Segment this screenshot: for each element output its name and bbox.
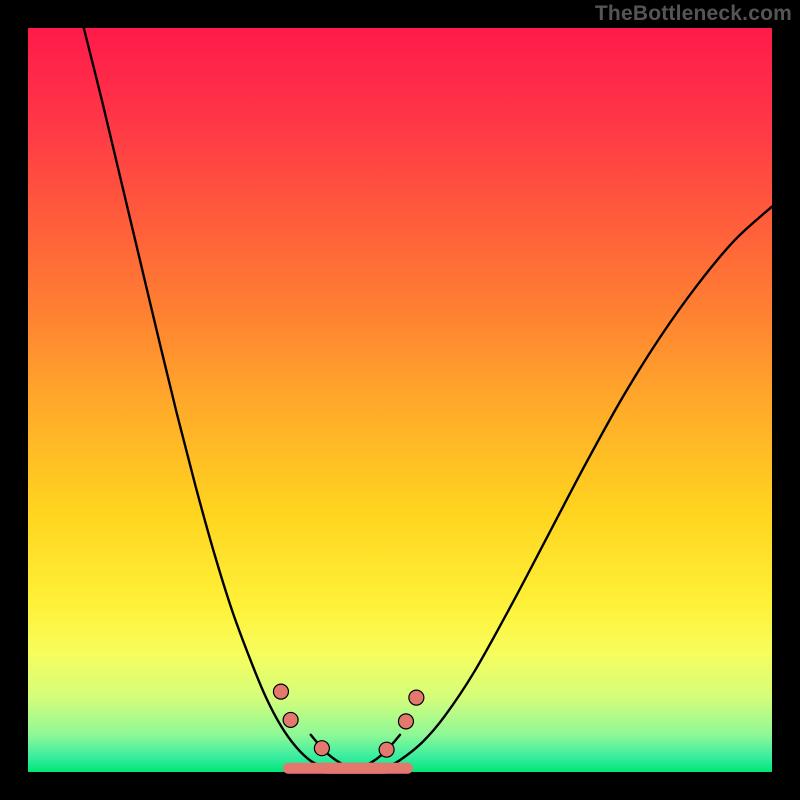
chart-root: TheBottleneck.com bbox=[0, 0, 800, 800]
marker-dot bbox=[409, 690, 424, 705]
marker-dot bbox=[283, 712, 298, 727]
right-curve bbox=[311, 207, 772, 771]
marker-dot bbox=[398, 714, 413, 729]
left-curve bbox=[84, 28, 400, 771]
marker-dot bbox=[314, 741, 329, 756]
marker-dot bbox=[379, 742, 394, 757]
watermark-text: TheBottleneck.com bbox=[595, 0, 792, 28]
curve-layer bbox=[28, 28, 772, 772]
marker-dot bbox=[273, 684, 288, 699]
